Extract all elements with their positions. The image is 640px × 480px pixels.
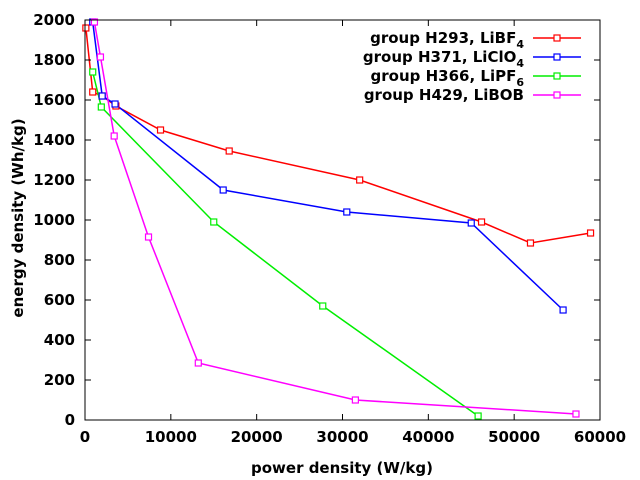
data-point (356, 176, 364, 184)
data-point (467, 219, 475, 227)
data-point (559, 306, 567, 314)
data-point (194, 359, 202, 367)
legend-label: group H429, LiBOB (364, 86, 524, 104)
data-point (97, 103, 105, 111)
data-point (477, 218, 486, 226)
data-point (110, 132, 118, 140)
data-point (586, 229, 595, 237)
legend-label: group H371, LiClO4 (363, 48, 524, 70)
legend-label: group H293, LiBF4 (370, 29, 524, 51)
plot-markers (82, 18, 595, 420)
y-tick-label: 1600 (33, 91, 75, 109)
data-point (319, 302, 327, 310)
legend-sample-marker (553, 53, 561, 61)
y-tick-label: 600 (44, 291, 75, 309)
y-tick-label: 2000 (33, 11, 75, 29)
y-axis: 0 200 400 600 800 1000 1200 1400 1600 1800 2000 (33, 11, 600, 429)
y-axis-title: energy density (Wh/kg) (9, 118, 27, 317)
y-tick-label: 1800 (33, 51, 75, 69)
x-tick-label: 0 (80, 428, 90, 446)
y-tick-label: 0 (65, 411, 75, 429)
y-tick-label: 400 (44, 331, 75, 349)
x-tick-label: 10000 (145, 428, 197, 446)
y-tick-label: 1000 (33, 211, 75, 229)
y-tick-label: 1400 (33, 131, 75, 149)
data-point (90, 18, 99, 26)
data-point (96, 53, 105, 61)
data-point (89, 68, 97, 76)
x-tick-label: 20000 (231, 428, 283, 446)
data-point (98, 92, 106, 100)
data-point (474, 412, 482, 420)
y-tick-label: 1200 (33, 171, 75, 189)
x-axis: 0 10000 20000 30000 40000 50000 60000 (80, 20, 626, 446)
legend-sample-marker (553, 34, 561, 42)
data-point (225, 147, 233, 155)
y-tick-label: 800 (44, 251, 75, 269)
data-point (526, 239, 535, 247)
data-point (156, 126, 165, 134)
data-point (572, 410, 580, 418)
data-point (210, 218, 218, 226)
x-tick-label: 40000 (402, 428, 454, 446)
x-tick-label: 60000 (574, 428, 626, 446)
data-point (219, 186, 227, 194)
data-point (89, 88, 97, 96)
data-point (351, 396, 359, 404)
data-point (343, 208, 351, 216)
y-tick-label: 200 (44, 371, 75, 389)
x-tick-label: 30000 (316, 428, 368, 446)
x-tick-label: 50000 (488, 428, 540, 446)
legend-sample-marker (553, 91, 561, 99)
legend-sample-marker (553, 72, 561, 80)
data-point (111, 100, 119, 108)
x-axis-title: power density (W/kg) (251, 459, 433, 477)
legend-label: group H366, LiPF6 (371, 67, 525, 89)
data-point (144, 233, 153, 241)
data-point (82, 24, 90, 32)
